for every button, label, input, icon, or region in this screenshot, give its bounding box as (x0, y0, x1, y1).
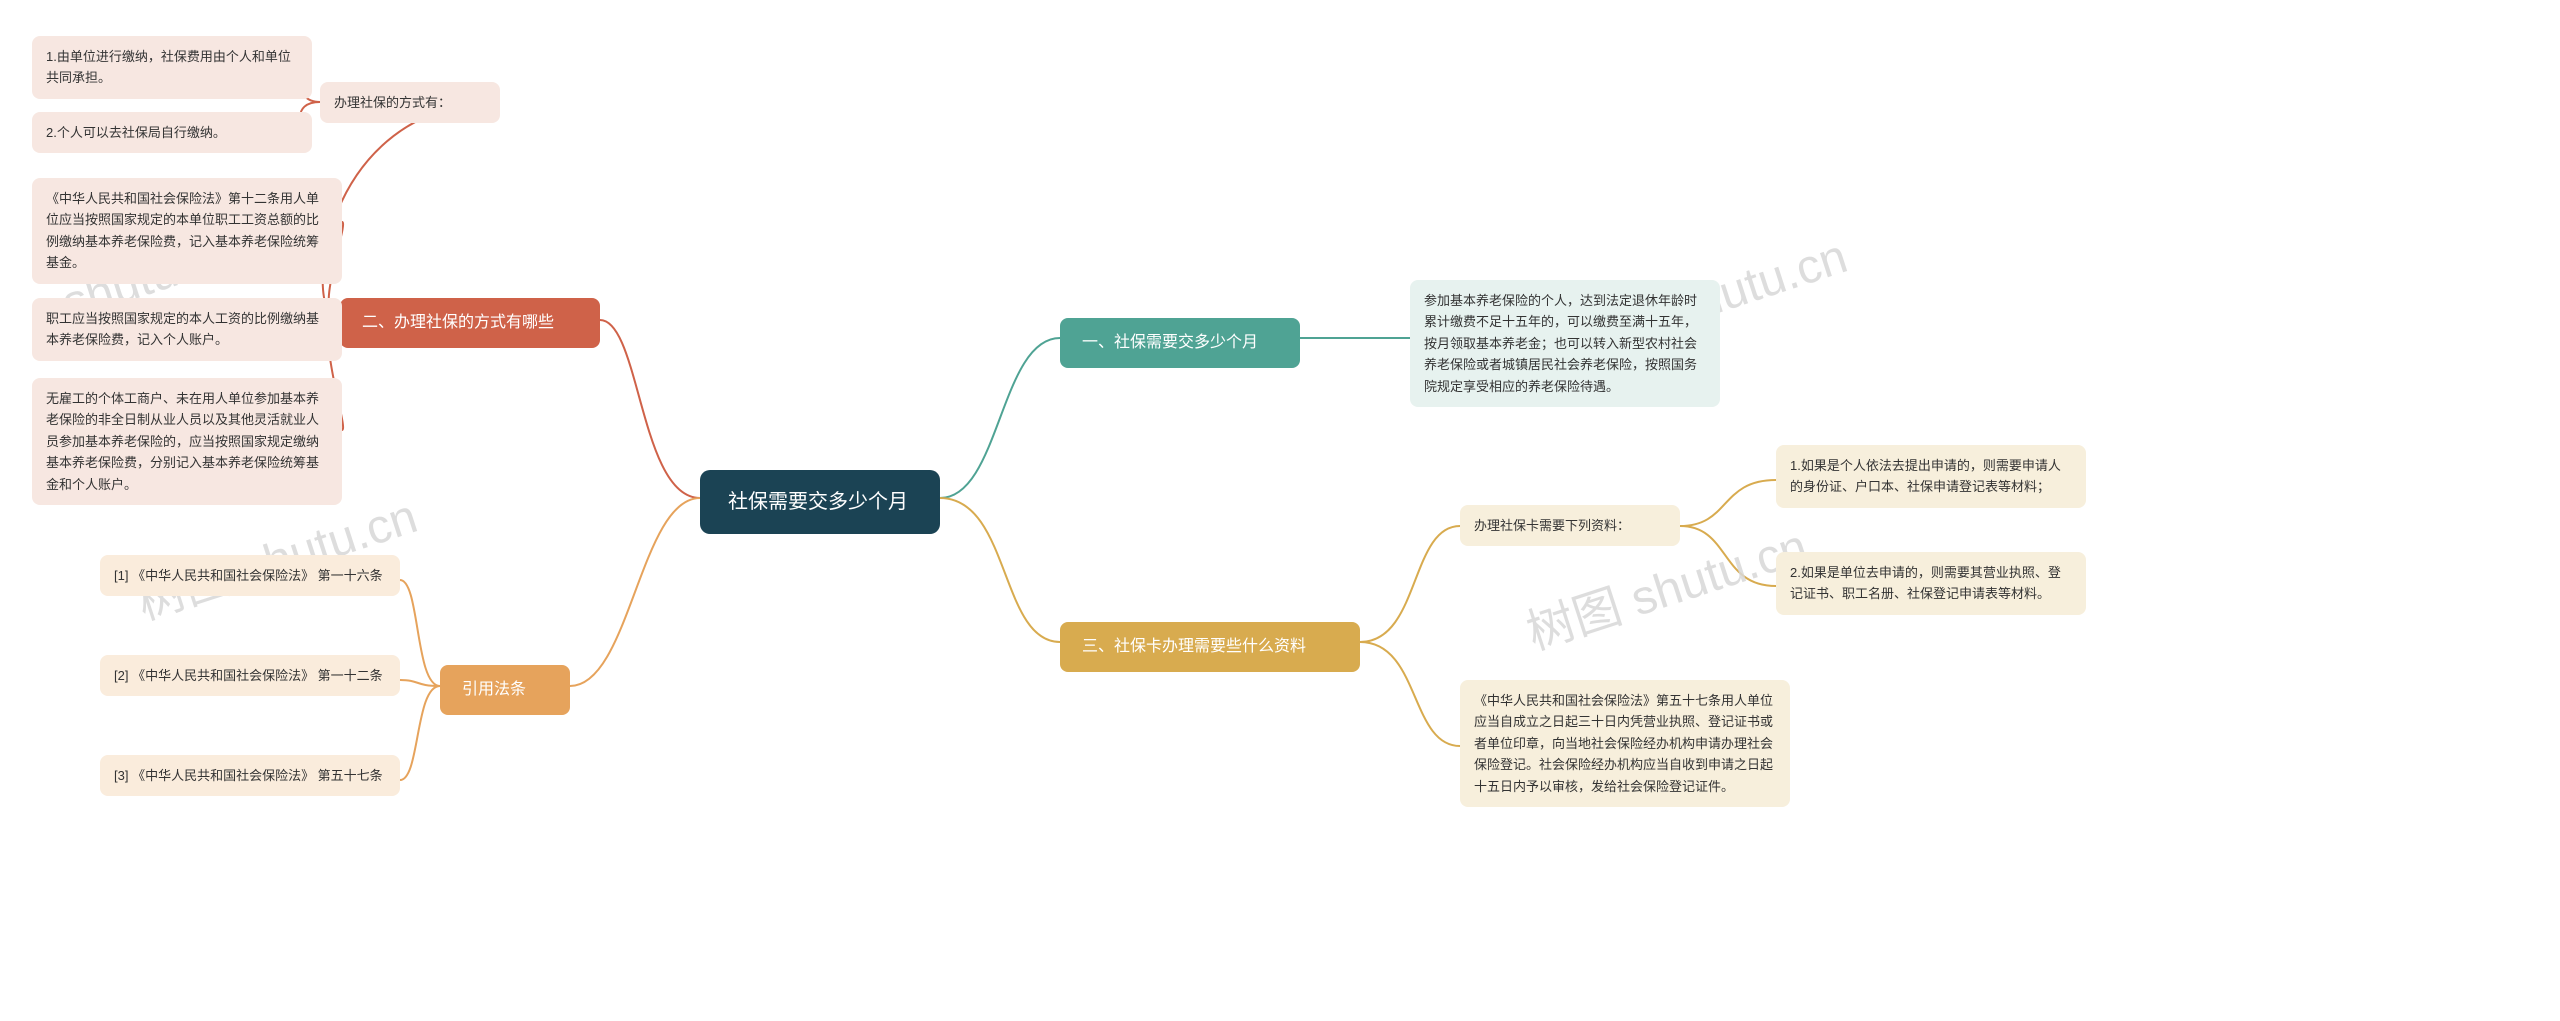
leaf-b1l1: 参加基本养老保险的个人，达到法定退休年龄时累计缴费不足十五年的，可以缴费至满十五… (1410, 280, 1720, 407)
connector (940, 498, 1060, 642)
leaf-b3l2: 《中华人民共和国社会保险法》第五十七条用人单位应当自成立之日起三十日内凭营业执照… (1460, 680, 1790, 807)
leaf-b3l1a: 1.如果是个人依法去提出申请的，则需要申请人的身份证、户口本、社保申请登记表等材… (1776, 445, 2086, 508)
connector (600, 320, 700, 498)
leaf-b4l2: [2] 《中华人民共和国社会保险法》 第一十二条 (100, 655, 400, 696)
connector (1360, 526, 1460, 642)
leaf-b2l1a: 1.由单位进行缴纳，社保费用由个人和单位共同承担。 (32, 36, 312, 99)
connector (1680, 526, 1776, 586)
leaf-b3l1: 办理社保卡需要下列资料： (1460, 505, 1680, 546)
connector (1360, 642, 1460, 746)
leaf-b2l1: 办理社保的方式有： (320, 82, 500, 123)
connector (400, 580, 440, 686)
leaf-b2l3: 职工应当按照国家规定的本人工资的比例缴纳基本养老保险费，记入个人账户。 (32, 298, 342, 361)
branch-b2[interactable]: 二、办理社保的方式有哪些 (340, 298, 600, 348)
connector (1680, 480, 1776, 526)
connectors-layer (0, 0, 2560, 1021)
root-node[interactable]: 社保需要交多少个月 (700, 470, 940, 534)
connector (400, 686, 440, 780)
branch-b4[interactable]: 引用法条 (440, 665, 570, 715)
leaf-b2l1b: 2.个人可以去社保局自行缴纳。 (32, 112, 312, 153)
branch-b1[interactable]: 一、社保需要交多少个月 (1060, 318, 1300, 368)
leaf-b3l1b: 2.如果是单位去申请的，则需要其营业执照、登记证书、职工名册、社保登记申请表等材… (1776, 552, 2086, 615)
connector (570, 498, 700, 686)
leaf-b4l3: [3] 《中华人民共和国社会保险法》 第五十七条 (100, 755, 400, 796)
connector (940, 338, 1060, 498)
branch-b3[interactable]: 三、社保卡办理需要些什么资料 (1060, 622, 1360, 672)
leaf-b4l1: [1] 《中华人民共和国社会保险法》 第一十六条 (100, 555, 400, 596)
leaf-b2l4: 无雇工的个体工商户、未在用人单位参加基本养老保险的非全日制从业人员以及其他灵活就… (32, 378, 342, 505)
connector (323, 102, 500, 320)
connector (400, 680, 440, 686)
leaf-b2l2: 《中华人民共和国社会保险法》第十二条用人单位应当按照国家规定的本单位职工工资总额… (32, 178, 342, 284)
